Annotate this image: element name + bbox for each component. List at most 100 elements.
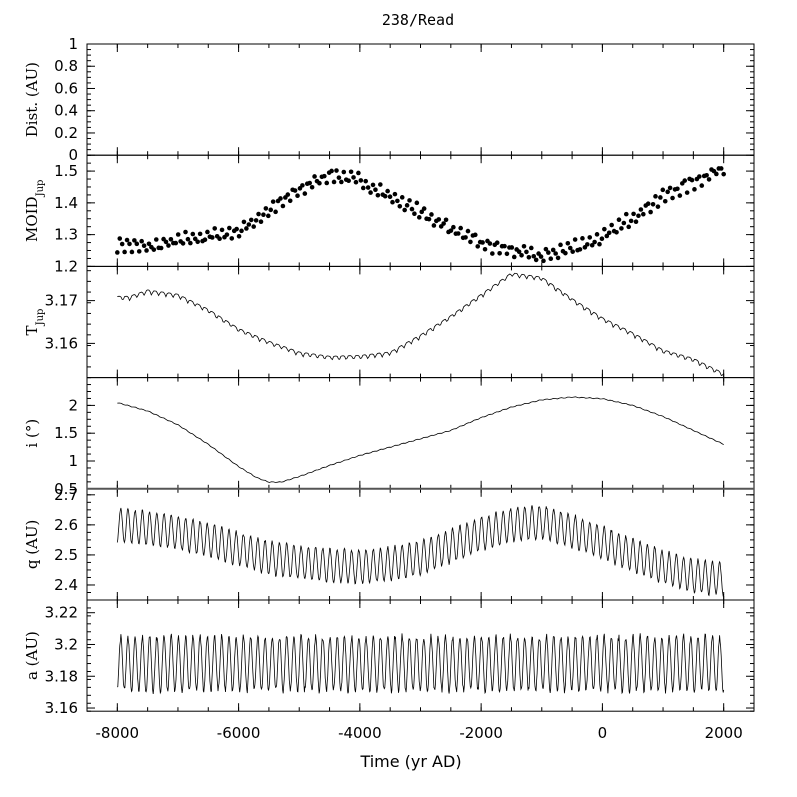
moid-point [407,198,412,203]
moid-point [529,245,534,251]
moid-point [662,198,668,204]
moid-point [516,249,522,255]
moid-point [227,225,232,231]
moid-point [197,231,203,237]
y-axis-label-moid: MOIDJup [23,180,46,242]
moid-point [443,217,449,223]
moid-point [346,178,351,184]
moid-point [641,211,646,217]
moid-point [441,221,446,226]
moid-point [244,226,249,231]
moid-point [166,243,171,248]
moid-point [258,219,264,225]
moid-point [163,239,169,245]
moid-point [387,194,393,200]
y-tick-label: 0.6 [54,79,78,97]
moid-point [219,227,225,233]
moid-point [322,173,327,179]
moid-point [119,241,125,247]
series-line-a [117,633,725,695]
y-tick-label: 1 [68,452,78,470]
moid-point [382,193,388,199]
moid-point [616,217,622,223]
moid-point [526,254,532,260]
moid-point [392,191,398,197]
moid-point [718,166,724,171]
y-tick-label: 2.7 [54,486,78,504]
moid-point [570,249,575,254]
moid-point [248,217,254,223]
moid-point [117,236,123,241]
moid-point [236,234,242,239]
moid-point [638,207,644,212]
moid-point [541,258,546,264]
y-tick-label: 2.4 [54,576,78,594]
y-axis-label-sub: Jup [35,309,46,327]
moid-point [285,192,291,197]
moid-point [521,243,527,249]
moid-point [146,241,152,247]
y-tick-label: 1.3 [54,226,78,244]
moid-point [370,182,376,188]
moid-point [158,245,164,251]
y-tick-label: 3.22 [45,604,78,622]
moid-point [421,206,427,211]
moid-point [653,194,658,199]
moid-point [475,244,481,249]
moid-point [455,231,461,236]
moid-point [239,228,244,234]
moid-point [519,252,524,258]
moid-point [704,173,709,178]
moid-point [592,239,597,245]
moid-point [533,257,539,263]
moid-point [550,247,556,253]
moid-point [555,255,561,261]
panel-frame-tjup [86,265,755,379]
y-tick-label: 2 [68,396,78,414]
y-tick-label: 3.16 [45,334,78,352]
moid-point [468,239,473,245]
moid-point [623,211,629,217]
moid-point [256,211,261,217]
moid-point [341,169,347,175]
moid-point [397,204,403,209]
moid-point [153,237,159,242]
moid-point [209,235,215,240]
y-tick-label: 1.5 [54,424,78,442]
moid-point [348,169,354,175]
moid-point [395,198,400,204]
moid-point [175,232,181,237]
moid-point [339,179,344,185]
moid-point [580,236,585,241]
moid-point [268,207,274,213]
moid-point [714,171,719,177]
y-axis-label-incl: i (°) [23,419,41,448]
moid-point [375,192,381,198]
y-tick-label: 0.2 [54,124,78,142]
x-tick-label: -4000 [338,724,382,742]
moid-point [665,189,670,195]
y-tick-label: 1.5 [54,162,78,180]
moid-point [217,236,222,241]
y-tick-label: 1.4 [54,194,78,212]
y-tick-label: 3.2 [54,635,78,653]
moid-point [295,193,300,199]
moid-point [363,178,369,184]
moid-point [183,229,188,235]
moid-point [538,254,544,259]
panel-frame-q [86,488,755,601]
moid-point [594,232,600,237]
moid-point [567,245,573,251]
y-tick-label: 1.2 [54,257,78,275]
moid-point [360,185,366,191]
x-tick-label: -8000 [96,724,140,742]
moid-point [134,241,140,247]
moid-points [115,166,726,264]
moid-point [531,253,537,259]
moid-point [353,179,359,185]
moid-point [251,224,256,229]
panel-incl: 0.5 1 1.5 2 i (°) [23,377,755,498]
y-tick-label: 0.8 [54,57,78,75]
moid-point [273,209,278,215]
